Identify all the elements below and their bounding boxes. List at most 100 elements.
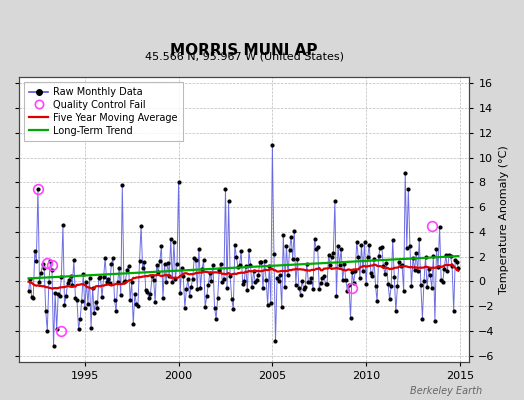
Point <box>432 246 441 252</box>
Point <box>134 303 142 309</box>
Point <box>201 304 210 310</box>
Title: MORRIS MUNI AP: MORRIS MUNI AP <box>170 43 318 58</box>
Point <box>289 256 297 262</box>
Point <box>312 246 320 252</box>
Point <box>140 259 148 266</box>
Point <box>149 276 158 283</box>
Point <box>170 239 178 245</box>
Point <box>82 279 91 285</box>
Point <box>130 290 139 297</box>
Point <box>104 275 113 282</box>
Point <box>339 277 347 283</box>
Point <box>232 254 241 260</box>
Point <box>205 270 214 276</box>
Point <box>195 245 203 252</box>
Point <box>248 284 256 290</box>
Point <box>184 276 192 282</box>
Point <box>190 255 199 261</box>
Point <box>395 259 403 265</box>
Point <box>267 300 275 306</box>
Point <box>326 262 334 268</box>
Point <box>351 268 359 274</box>
Point <box>246 262 255 269</box>
Point <box>79 271 88 277</box>
Point <box>253 276 261 283</box>
Point <box>337 246 345 252</box>
Point <box>57 274 66 280</box>
Point <box>218 278 226 285</box>
Point <box>165 273 173 279</box>
Point <box>293 256 302 262</box>
Point <box>401 169 409 176</box>
Point <box>379 262 388 269</box>
Point <box>383 260 391 266</box>
Point <box>284 272 292 278</box>
Point <box>373 298 381 305</box>
Point <box>185 292 194 299</box>
Point <box>257 259 266 266</box>
Point <box>362 281 370 287</box>
Point <box>87 325 95 331</box>
Point <box>123 266 131 273</box>
Point <box>453 258 461 265</box>
Point <box>159 295 167 302</box>
Point <box>92 299 100 305</box>
Point <box>302 260 311 267</box>
Point <box>132 301 140 307</box>
Point <box>294 285 303 292</box>
Point <box>270 251 278 257</box>
Point <box>315 286 323 292</box>
Point <box>437 277 445 284</box>
Point <box>179 273 188 279</box>
Point <box>448 263 456 269</box>
Point <box>307 275 315 282</box>
Point <box>43 328 51 334</box>
Point <box>361 238 369 245</box>
Point <box>56 293 64 299</box>
Point <box>156 258 164 264</box>
Point <box>249 268 258 274</box>
Point <box>409 254 417 261</box>
Point <box>262 276 270 283</box>
Point <box>210 304 219 311</box>
Point <box>198 266 206 272</box>
Point <box>29 294 37 301</box>
Point <box>162 279 170 286</box>
Point <box>420 278 428 284</box>
Point <box>384 280 392 287</box>
Point <box>276 272 285 278</box>
Point <box>240 278 248 284</box>
Point <box>342 277 350 283</box>
Point <box>305 279 314 285</box>
Point <box>367 270 375 276</box>
Point <box>398 262 406 268</box>
Point <box>439 279 447 285</box>
Point <box>118 182 126 188</box>
Point <box>221 186 230 192</box>
Point <box>73 297 81 304</box>
Point <box>446 253 455 259</box>
Y-axis label: Temperature Anomaly (°C): Temperature Anomaly (°C) <box>499 145 509 294</box>
Point <box>89 284 97 291</box>
Point <box>412 250 420 257</box>
Point <box>275 278 283 284</box>
Text: Berkeley Earth: Berkeley Earth <box>410 386 482 396</box>
Point <box>203 293 211 300</box>
Point <box>346 315 355 322</box>
Point <box>187 284 195 290</box>
Point <box>442 252 450 258</box>
Point <box>113 279 122 285</box>
Point <box>62 293 70 300</box>
Point <box>224 198 233 204</box>
Point <box>321 281 330 288</box>
Point <box>335 262 344 268</box>
Point <box>38 260 47 267</box>
Point <box>424 266 433 273</box>
Point <box>151 299 159 305</box>
Point <box>298 278 306 284</box>
Point <box>323 281 331 287</box>
Point <box>231 242 239 249</box>
Point <box>292 282 300 288</box>
Point <box>200 257 208 264</box>
Point <box>450 308 458 314</box>
